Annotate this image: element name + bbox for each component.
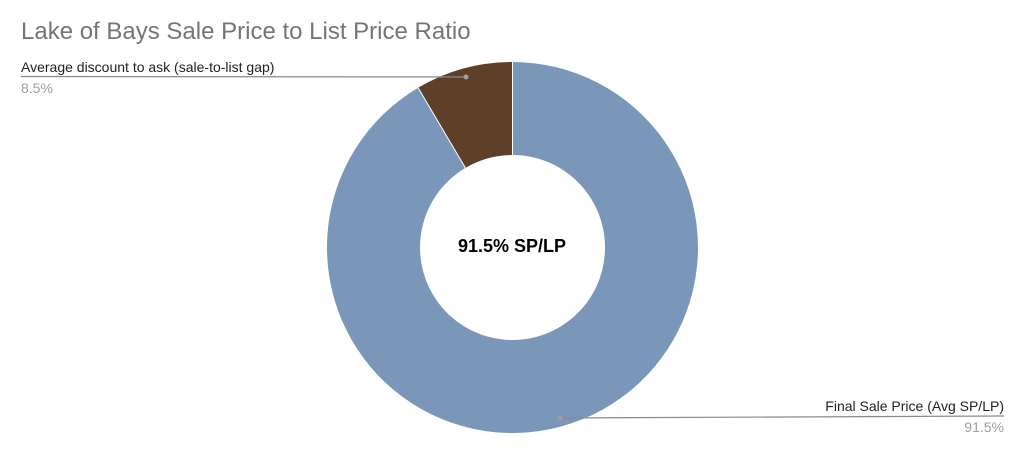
leader-line-bottom: [559, 415, 1005, 419]
label-average-discount: Average discount to ask (sale-to-list ga…: [21, 59, 275, 75]
leader-line-top: [20, 75, 467, 78]
chart-title: Lake of Bays Sale Price to List Price Ra…: [21, 18, 471, 45]
donut-center-label: 91.5% SP/LP: [457, 236, 567, 256]
slice-separator: [417, 87, 466, 169]
slice-final-sale-price[interactable]: [326, 62, 698, 433]
value-average-discount: 8.5%: [21, 80, 53, 96]
label-final-sale-price: Final Sale Price (Avg SP/LP): [825, 398, 1004, 414]
value-final-sale-price: 91.5%: [964, 419, 1004, 435]
leader-dot-top: [463, 74, 469, 80]
leader-dot-bottom: [557, 415, 563, 421]
slice-average-discount[interactable]: [418, 62, 513, 168]
